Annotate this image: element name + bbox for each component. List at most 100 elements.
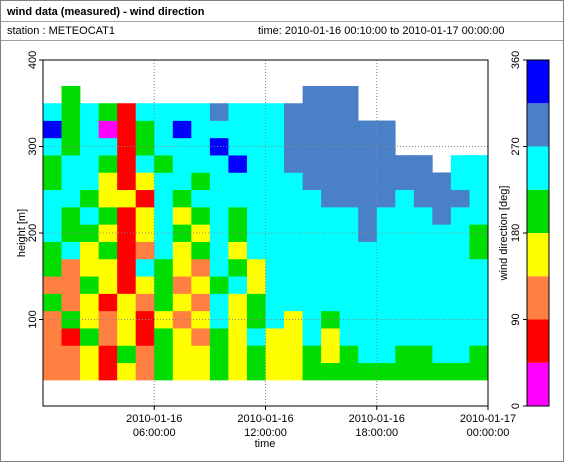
cell [191,103,211,121]
cell [209,241,229,260]
cell [246,362,266,381]
cell [228,276,248,294]
colorbar-tick-label: 270 [510,137,522,155]
cell [117,293,137,312]
cell [302,172,322,191]
cell [321,224,340,242]
cell [246,120,266,139]
x-axis-title: time [255,438,276,450]
cell [395,207,415,225]
y-tick-label: 100 [27,310,39,328]
cell [98,137,118,156]
cell [302,276,322,294]
cell [376,120,396,139]
cell [265,362,285,381]
cell [191,328,211,346]
cell [135,120,155,139]
cell [135,258,155,277]
cell [61,120,81,139]
cell [246,155,266,173]
cell [228,328,248,346]
cell [246,241,266,260]
cell [395,310,415,329]
cell [376,241,396,260]
cell [339,155,359,173]
cell [61,189,81,208]
cell [395,293,415,312]
cell [135,276,155,294]
cell [339,258,359,277]
cell [321,189,340,208]
cell [209,120,229,139]
x-tick-label: 00:00:00 [467,427,510,439]
cell [284,120,303,139]
cell [450,293,470,312]
cell [172,310,192,329]
cell [43,258,62,277]
cell [284,155,303,173]
cell [209,293,229,312]
cell [228,207,248,225]
cell [265,103,285,121]
cell [61,362,81,381]
cell [413,172,433,191]
cell [432,207,452,225]
cell [358,362,378,381]
cell [469,328,489,346]
cell [246,345,266,364]
cell [246,276,266,294]
cell [172,276,192,294]
cell [321,85,340,104]
cell [339,276,359,294]
cell [98,155,118,173]
cell [191,207,211,225]
cell [98,224,118,242]
colorbar-band [527,319,549,363]
cell [80,137,99,156]
cell [228,241,248,260]
cell [432,241,452,260]
cell [80,258,99,277]
cell [395,328,415,346]
cell [80,310,99,329]
cell [135,172,155,191]
cell [172,172,192,191]
cell [450,362,470,381]
cell [154,241,174,260]
cell [135,103,155,121]
cell [228,172,248,191]
cell [265,207,285,225]
cell [302,258,322,277]
cell [61,85,81,104]
cell [358,189,378,208]
cell [413,258,433,277]
cell [61,207,81,225]
cell [43,362,62,381]
cell [302,207,322,225]
cell [135,155,155,173]
cell [209,310,229,329]
cell [358,345,378,364]
x-tick-label: 2010-01-16 [237,413,293,425]
cell [209,137,229,156]
cell [265,172,285,191]
cell [302,155,322,173]
cell [80,189,99,208]
station: station : METEOCAT1 [7,25,115,37]
cell [154,258,174,277]
cell [80,241,99,260]
cell [450,172,470,191]
cell [228,224,248,242]
cell [117,276,137,294]
cell [228,258,248,277]
cell [117,258,137,277]
cell [154,207,174,225]
cell [117,120,137,139]
cell [469,155,489,173]
cell [209,328,229,346]
cell [413,293,433,312]
cell [265,345,285,364]
colorbar-band [527,146,549,190]
cell [80,276,99,294]
